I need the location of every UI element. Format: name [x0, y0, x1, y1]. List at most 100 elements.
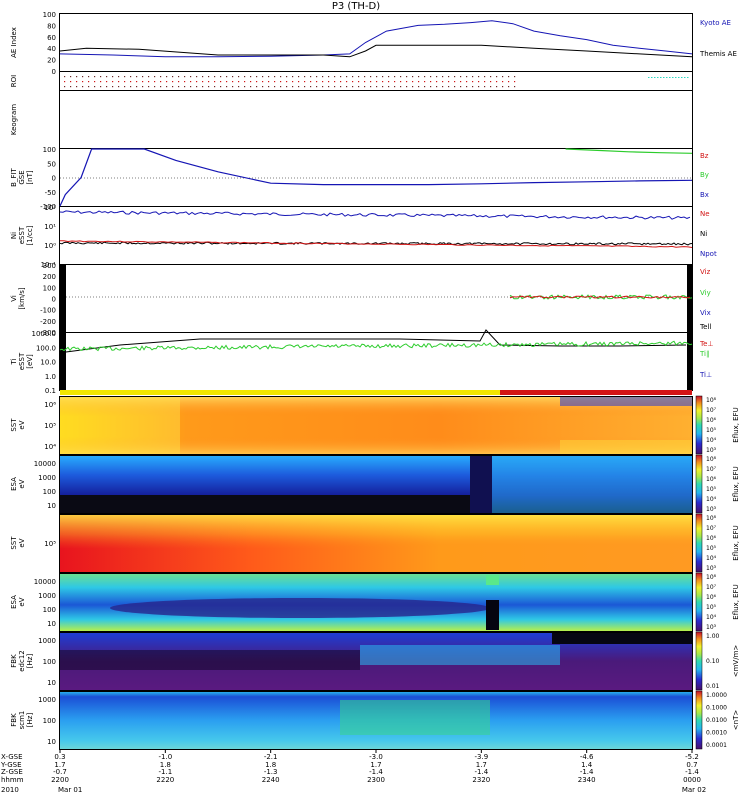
- roi-dot: [454, 86, 456, 88]
- roi-dot: [358, 76, 360, 78]
- roi-dot: [502, 81, 504, 83]
- vi-fill-left: [60, 265, 66, 332]
- spectrogram-y-tick: 100: [43, 606, 56, 614]
- roi-dot: [382, 86, 384, 88]
- roi-dot: [196, 86, 198, 88]
- roi-dot: [310, 76, 312, 78]
- colorbar-tick: 10³: [706, 447, 717, 454]
- roi-dot: [364, 86, 366, 88]
- ae-series-line: [59, 44, 693, 58]
- panel-ylabel: [1/cc]: [26, 225, 34, 245]
- roi-dot: [502, 76, 504, 78]
- roi-dot: [88, 86, 90, 88]
- roi-dot: [94, 81, 96, 83]
- colorbar-label: <nT>: [732, 710, 740, 731]
- colorbar-label: Eflux, EFU: [732, 584, 740, 619]
- roi-dot: [406, 81, 408, 83]
- colorbar-tick: 10³: [706, 624, 717, 631]
- colorbar-fbk-scm: [695, 690, 703, 750]
- roi-dot: [94, 76, 96, 78]
- roi-dot: [142, 86, 144, 88]
- roi-dot: [328, 76, 330, 78]
- roi-dot: [460, 86, 462, 88]
- roi-dot: [466, 76, 468, 78]
- legend-entry: Bz: [700, 152, 709, 160]
- roi-dot: [316, 76, 318, 78]
- roi-dot: [214, 81, 216, 83]
- roi-dot: [334, 76, 336, 78]
- colorbar-tick: 10⁶: [706, 417, 717, 424]
- roi-dot: [424, 86, 426, 88]
- panel-frames: [59, 13, 693, 391]
- time-axis-y-gse: 1.7: [476, 761, 487, 769]
- legend-entry: Viz: [700, 268, 711, 276]
- time-axis-x-gse: -3.9: [474, 753, 488, 761]
- roi-dot: [418, 81, 420, 83]
- time-axis-z-gse: -1.1: [158, 768, 172, 776]
- roi-dot: [154, 86, 156, 88]
- colorbar-fbk-edc: [695, 631, 703, 691]
- roi-dot: [508, 76, 510, 78]
- roi-dot: [118, 86, 120, 88]
- bfit-panel-frame: [59, 148, 693, 207]
- roi-dot: [148, 86, 150, 88]
- roi-dot: [448, 81, 450, 83]
- legend-entry: By: [700, 171, 709, 179]
- roi-dot: [508, 81, 510, 83]
- colorbar-tick: 10⁸: [706, 456, 717, 463]
- roi-dot: [190, 76, 192, 78]
- colorbar-tick: 1.00: [706, 633, 720, 640]
- roi-dot: [280, 76, 282, 78]
- fbk-scm1-spectrogram: [59, 691, 693, 750]
- y-tick-label: 0: [52, 68, 56, 76]
- y-tick-label: 10²: [44, 204, 56, 212]
- ni-panel: [59, 210, 693, 248]
- roi-dot: [418, 76, 420, 78]
- time-axis-x-gse: 0.3: [54, 753, 65, 761]
- colorbars: [695, 395, 703, 750]
- colorbar-tick: 10⁵: [706, 604, 717, 611]
- time-axis-row-label: Z-GSE: [1, 768, 23, 776]
- roi-dot: [256, 86, 258, 88]
- colorbar-label: Eflux, EFU: [732, 525, 740, 560]
- roi-dot: [370, 86, 372, 88]
- te-panel-frame: [59, 332, 693, 391]
- roi-dot: [118, 81, 120, 83]
- spectrogram-ylabel: SST: [10, 536, 18, 550]
- legend-entry: Bx: [700, 191, 709, 199]
- spectrogram-y-tick: 10⁶: [44, 401, 56, 409]
- time-axis-z-gse: -1.4: [580, 768, 594, 776]
- roi-dot: [400, 76, 402, 78]
- roi-dot: [250, 81, 252, 83]
- status-bar-red: [500, 390, 692, 395]
- roi-dot: [322, 81, 324, 83]
- roi-dot: [364, 76, 366, 78]
- roi-dot: [142, 81, 144, 83]
- legend-entry: Ne: [700, 210, 710, 218]
- roi-dot: [202, 86, 204, 88]
- roi-dot: [214, 86, 216, 88]
- legend-entry: Ti⊥: [699, 371, 712, 379]
- roi-dot: [687, 77, 689, 78]
- legend-entry: Viy: [700, 289, 711, 297]
- panel-ylabel: eSST: [18, 352, 26, 370]
- roi-dot: [472, 81, 474, 83]
- roi-dot: [496, 76, 498, 78]
- roi-dot: [496, 81, 498, 83]
- roi-dot: [292, 76, 294, 78]
- roi-dot: [244, 86, 246, 88]
- roi-dot: [274, 86, 276, 88]
- roi-dot: [678, 77, 680, 78]
- roi-dot: [490, 76, 492, 78]
- y-tick-label: 60: [47, 34, 56, 42]
- spectrogram-y-tick: 10: [47, 738, 56, 746]
- time-axis-x-gse: -4.6: [580, 753, 594, 761]
- panel-ylabel: Ti: [10, 358, 18, 365]
- spectrogram-y-tick: 10⁵: [44, 540, 56, 548]
- time-axis-y-gse: 1.4: [581, 761, 593, 769]
- panel-ylabel: Vi: [10, 295, 18, 302]
- roi-dot: [166, 86, 168, 88]
- roi-dot: [286, 86, 288, 88]
- roi-dot: [394, 76, 396, 78]
- spectrogram-y-tick: 100: [43, 488, 56, 496]
